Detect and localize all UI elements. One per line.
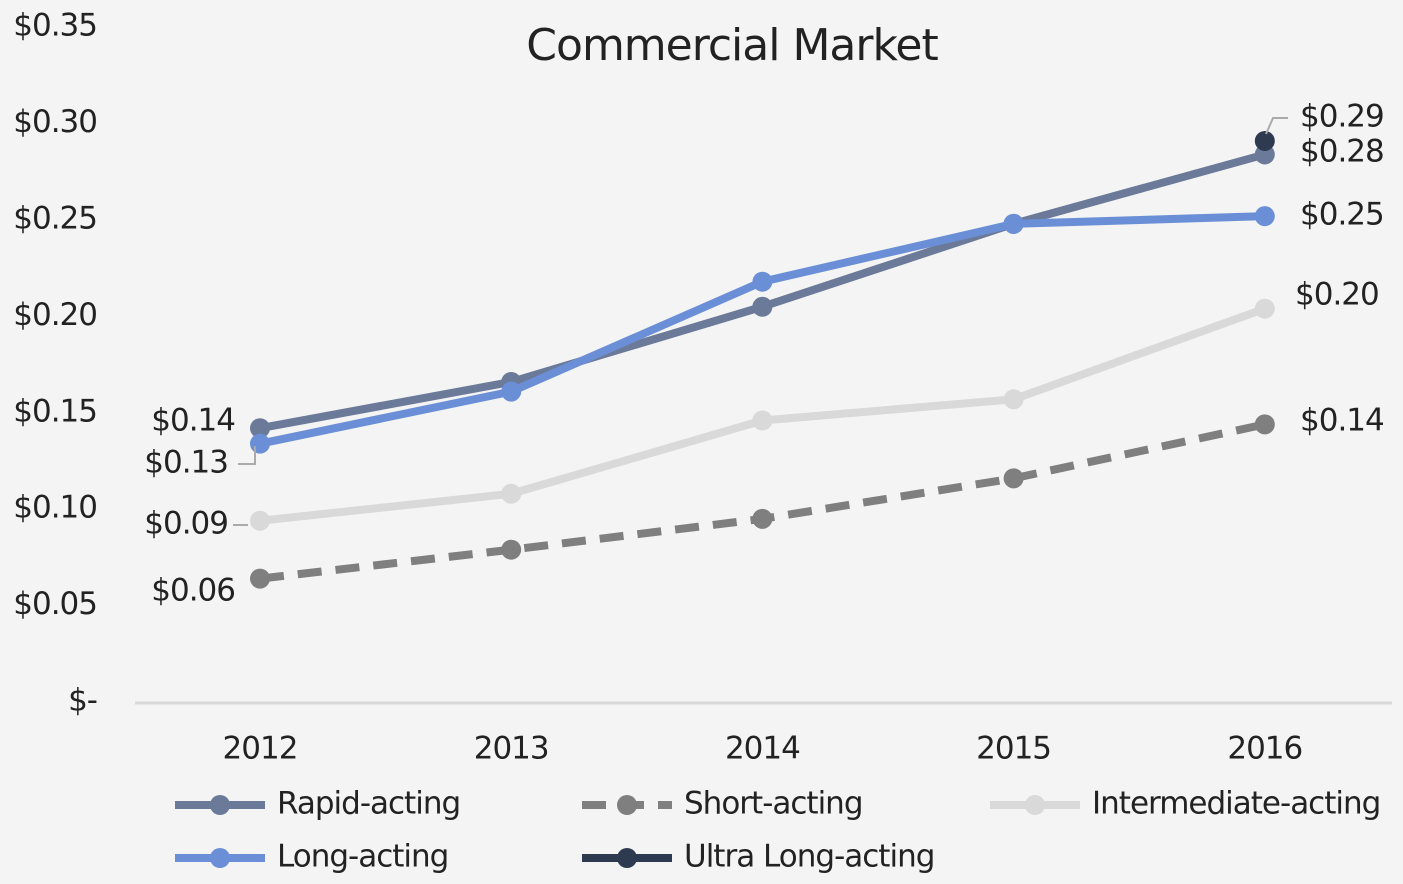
y-tick-label: $0.35: [13, 8, 97, 44]
legend-label: Ultra Long-acting: [684, 839, 934, 875]
x-tick-label: 2012: [223, 731, 298, 767]
data-label: $0.28: [1300, 134, 1384, 170]
y-tick-label: $0.30: [13, 104, 97, 140]
x-tick-label: 2013: [474, 731, 549, 767]
point: [501, 539, 522, 560]
data-label: $0.25: [1300, 197, 1384, 233]
y-tick-label: $0.05: [13, 586, 97, 622]
data-label: $0.14: [151, 403, 235, 439]
x-tick-label: 2015: [976, 731, 1051, 767]
point: [1254, 206, 1275, 227]
legend-marker: [1025, 795, 1045, 815]
data-label: $0.14: [1300, 403, 1384, 439]
point: [752, 508, 773, 529]
data-label: $0.06: [151, 573, 235, 609]
legend-label: Long-acting: [277, 839, 448, 875]
point: [752, 271, 773, 292]
y-tick-label: $-: [68, 683, 97, 719]
legend-marker: [617, 795, 637, 815]
legend-label: Short-acting: [684, 786, 863, 822]
x-tick-label: 2016: [1227, 731, 1302, 767]
leader-line: [1265, 117, 1288, 135]
legend-label: Intermediate-acting: [1092, 786, 1380, 822]
point: [501, 381, 522, 402]
point: [250, 433, 270, 454]
point: [1254, 414, 1275, 435]
point: [250, 418, 270, 439]
y-tick-label: $0.15: [13, 393, 97, 429]
data-label: $0.09: [144, 506, 228, 542]
leader-line: [238, 446, 256, 465]
point: [1003, 213, 1024, 234]
legend-marker: [210, 848, 230, 868]
y-tick-label: $0.25: [13, 201, 97, 237]
point: [752, 410, 773, 431]
point: [250, 568, 270, 589]
legend-marker: [210, 795, 230, 815]
point: [1254, 130, 1275, 151]
point: [501, 483, 522, 504]
legend-label: Rapid-acting: [277, 786, 460, 822]
point: [1003, 468, 1024, 489]
chart-title: Commercial Market: [526, 20, 938, 71]
x-tick-label: 2014: [725, 731, 800, 767]
data-label: $0.29: [1300, 99, 1384, 135]
y-tick-label: $0.20: [13, 297, 97, 333]
legend-marker: [617, 848, 637, 868]
data-label: $0.20: [1295, 277, 1379, 313]
point: [1003, 389, 1024, 410]
y-tick-label: $0.10: [13, 490, 97, 526]
point: [250, 510, 270, 531]
data-label: $0.13: [144, 445, 228, 481]
point: [752, 296, 773, 317]
point: [1254, 298, 1275, 319]
